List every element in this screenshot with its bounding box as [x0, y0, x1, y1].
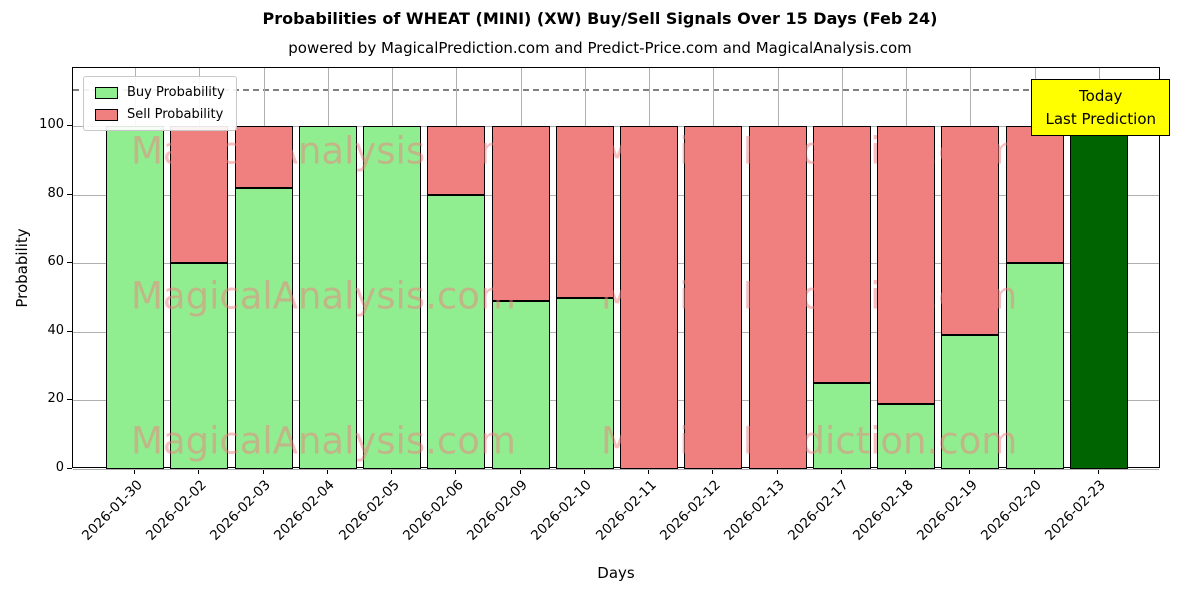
bar-segment-buy	[298, 126, 357, 469]
x-tick-label: 2026-02-12	[656, 477, 724, 544]
bar-segment-sell	[941, 126, 1000, 336]
x-tick-mark	[391, 469, 393, 474]
y-gridline	[73, 194, 1159, 196]
x-tick-mark	[262, 469, 264, 474]
bar-segment-buy	[491, 301, 550, 469]
chart-subtitle: powered by MagicalPrediction.com and Pre…	[288, 39, 912, 57]
y-tick-label: 40	[47, 322, 64, 338]
bar-segment-sell	[748, 126, 807, 469]
x-tick-mark	[648, 469, 650, 474]
x-tick-label: 2026-02-02	[142, 477, 210, 544]
bar-segment-buy	[941, 335, 1000, 469]
plot-area: Buy Probability Sell Probability Magical…	[72, 67, 1160, 470]
bar-segment-buy	[363, 126, 422, 469]
bar-segment-sell	[812, 126, 871, 384]
bar-segment-buy	[427, 194, 486, 469]
x-tick-label: 2026-02-18	[849, 477, 917, 544]
y-tick-label: 0	[55, 460, 64, 475]
x-tick-mark	[840, 469, 842, 474]
y-tick-label: 20	[47, 391, 64, 407]
legend-item-buy: Buy Probability	[95, 85, 225, 100]
y-tick-mark	[67, 468, 72, 469]
x-tick-mark	[198, 469, 200, 474]
y-tick-mark	[67, 330, 72, 332]
x-tick-mark	[455, 469, 457, 474]
bar-segment-buy	[812, 383, 871, 469]
x-tick-mark	[776, 469, 778, 474]
x-tick-label: 2026-02-19	[913, 477, 981, 544]
y-gridline	[73, 400, 1159, 402]
legend-label-buy: Buy Probability	[127, 85, 225, 100]
x-tick-label: 2026-01-30	[78, 477, 146, 544]
bar-segment-sell	[491, 126, 550, 302]
today-annotation: Today Last Prediction	[1031, 79, 1170, 136]
x-tick-label: 2026-02-13	[721, 477, 788, 544]
bar-segment-buy	[234, 187, 293, 469]
x-tick-mark	[326, 469, 328, 474]
x-tick-label: 2026-02-06	[399, 477, 467, 544]
x-tick-label: 2026-02-20	[978, 477, 1045, 544]
bar-segment-sell	[555, 126, 614, 298]
bar-segment-buy	[106, 126, 165, 469]
annotation-line-1: Today	[1079, 87, 1123, 105]
y-tick-label: 100	[39, 117, 64, 133]
legend-label-sell: Sell Probability	[127, 107, 224, 122]
y-tick-label: 60	[47, 254, 64, 270]
y-tick-mark	[67, 125, 72, 127]
bar-segment-sell	[684, 126, 743, 469]
bar-segment-sell	[620, 126, 679, 469]
bar-segment-buy	[877, 403, 936, 469]
x-tick-label: 2026-02-05	[335, 477, 403, 544]
bar-segment-sell	[427, 126, 486, 195]
legend: Buy Probability Sell Probability	[83, 76, 237, 131]
x-tick-mark	[712, 469, 714, 474]
y-gridline	[73, 263, 1159, 265]
bar-segment-sell	[1005, 126, 1064, 264]
x-tick-label: 2026-02-17	[785, 477, 853, 544]
bar-segment-buy	[1005, 263, 1064, 469]
x-tick-label: 2026-02-10	[528, 477, 596, 544]
x-axis-label: Days	[597, 564, 635, 582]
bar-segment-buy	[170, 263, 229, 469]
bar-segment-sell	[170, 126, 229, 264]
y-tick-mark	[67, 399, 72, 401]
annotation-line-2: Last Prediction	[1045, 109, 1156, 128]
x-tick-mark	[969, 469, 971, 474]
x-tick-mark	[1033, 469, 1035, 474]
threshold-dashed-line	[73, 88, 1159, 91]
y-gridline	[73, 469, 1159, 470]
x-tick-mark	[134, 469, 136, 474]
x-tick-mark	[1097, 469, 1099, 474]
x-tick-mark	[519, 469, 521, 474]
x-tick-label: 2026-02-04	[271, 477, 339, 544]
y-tick-label: 80	[47, 185, 64, 201]
x-tick-mark	[583, 469, 585, 474]
x-tick-label: 2026-02-03	[207, 477, 274, 544]
y-tick-mark	[67, 193, 72, 195]
y-gridline	[73, 126, 1159, 128]
chart-title: Probabilities of WHEAT (MINI) (XW) Buy/S…	[262, 9, 938, 28]
buy-probability-swatch	[95, 86, 118, 99]
x-tick-label: 2026-02-11	[592, 477, 660, 544]
y-gridline	[73, 331, 1159, 333]
sell-probability-swatch	[95, 108, 118, 121]
legend-item-sell: Sell Probability	[95, 107, 225, 122]
y-tick-mark	[67, 262, 72, 264]
bar-segment-sell	[877, 126, 936, 404]
x-tick-label: 2026-02-09	[464, 477, 531, 544]
x-tick-label: 2026-02-23	[1042, 477, 1110, 544]
x-tick-mark	[905, 469, 907, 474]
bar-segment-sell	[234, 126, 293, 188]
bar-segment-buy	[1069, 126, 1128, 469]
bar-segment-buy	[555, 297, 614, 469]
